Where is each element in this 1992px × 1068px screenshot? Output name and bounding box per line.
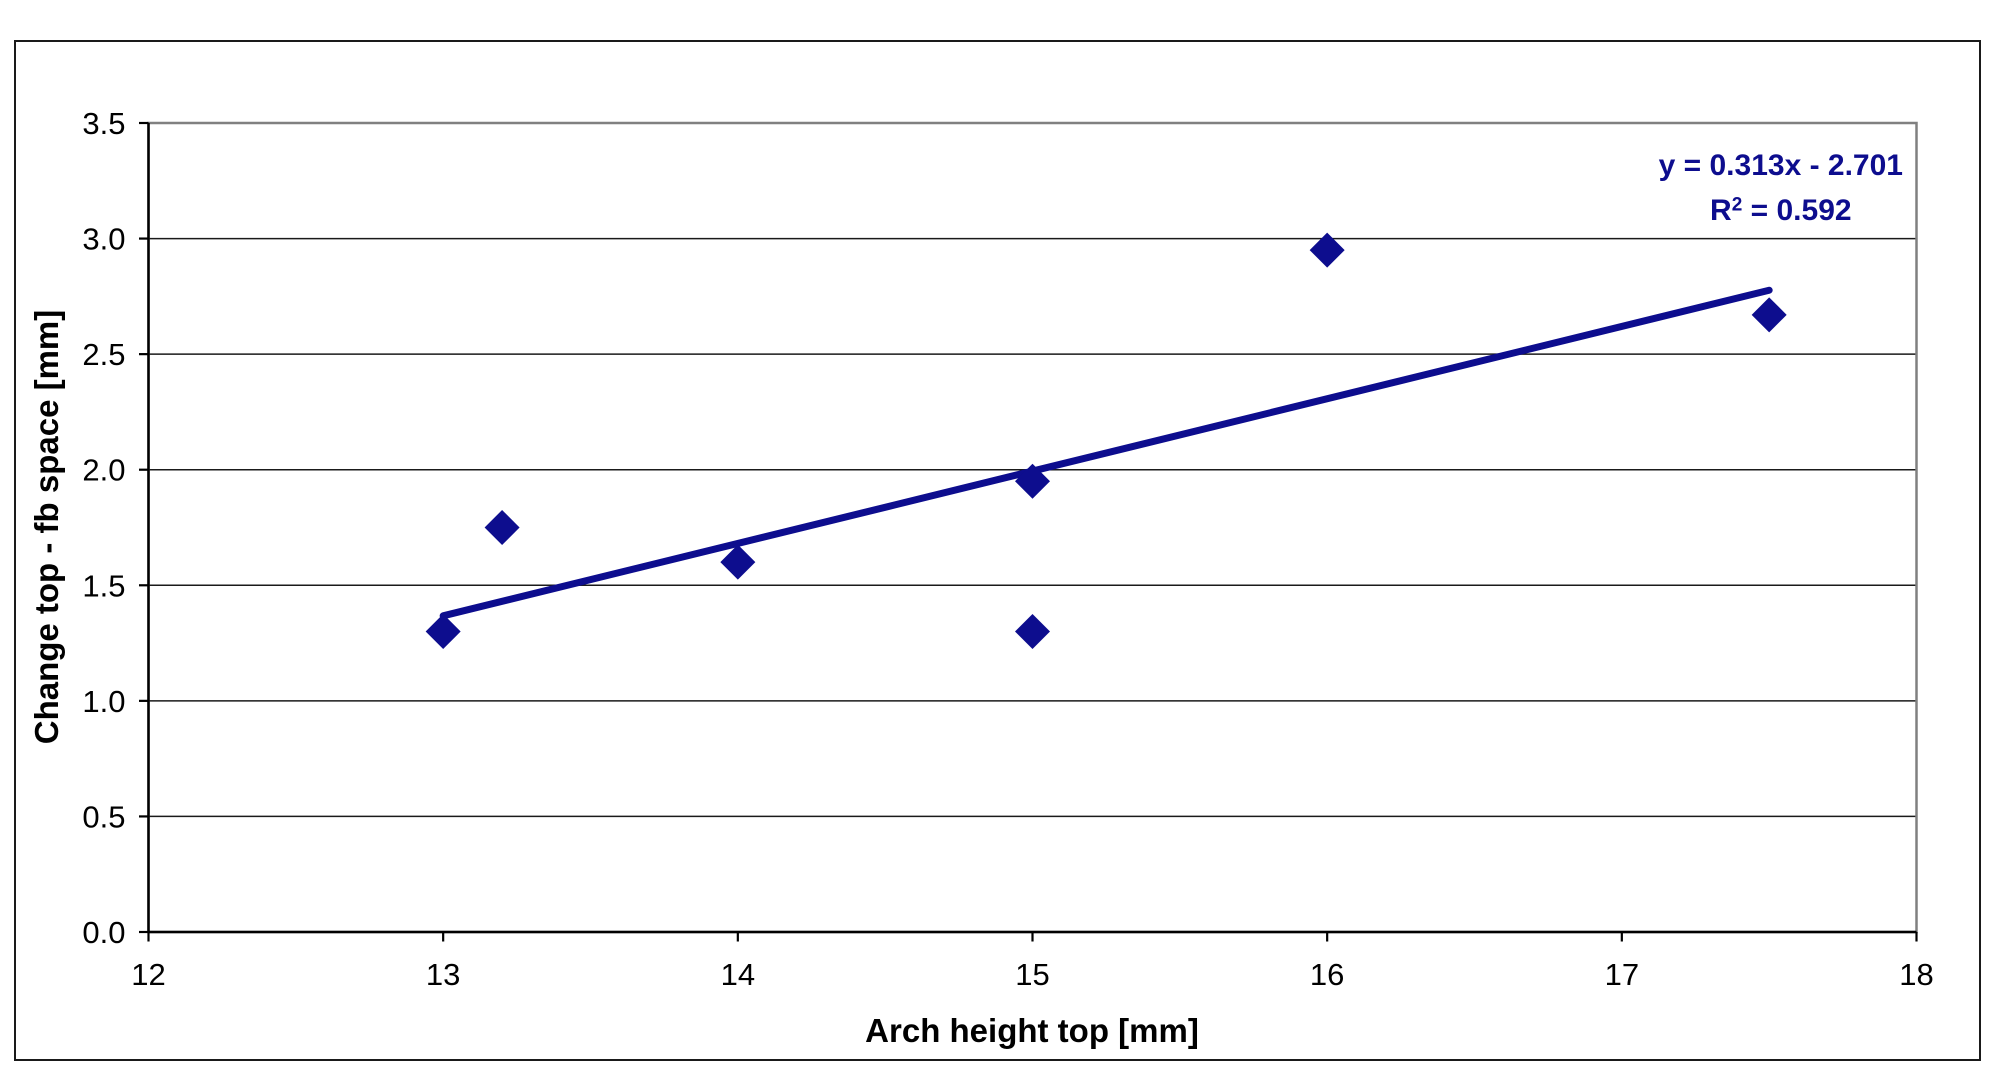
y-tick-label-0.5: 0.5	[82, 799, 125, 834]
data-point-6	[1751, 297, 1787, 333]
y-tick-label-3.5: 3.5	[82, 106, 125, 141]
data-point-1	[484, 510, 520, 545]
data-point-4	[1015, 614, 1050, 650]
y-tick-label-0.0: 0.0	[82, 915, 125, 950]
y-tick-label-2.5: 2.5	[82, 337, 125, 372]
r-squared-exponent: 2	[1731, 194, 1743, 216]
x-tick-label-17: 17	[1605, 957, 1639, 992]
trendline	[439, 286, 1773, 620]
data-point-3	[1015, 463, 1050, 499]
x-tick-label-18: 18	[1899, 957, 1933, 992]
data-point-5	[1309, 232, 1345, 268]
x-tick-label-15: 15	[1015, 957, 1049, 992]
y-axis-title: Change top - fb space [mm]	[28, 309, 65, 745]
r-squared-base: R	[1710, 194, 1732, 227]
y-tick-label-3.0: 3.0	[82, 222, 125, 257]
data-point-2	[720, 544, 756, 580]
x-axis-title: Arch height top [mm]	[865, 1012, 1199, 1049]
trendline-label: y = 0.313x - 2.701 R2 = 0.592	[1659, 143, 1903, 233]
y-tick-label-1.5: 1.5	[82, 568, 125, 603]
x-tick-label-16: 16	[1310, 957, 1344, 992]
chart-area-border	[14, 40, 1981, 1061]
x-tick-label-13: 13	[426, 957, 460, 992]
y-tick-label-2.0: 2.0	[82, 453, 125, 488]
data-point-0	[425, 614, 461, 650]
r-squared-rest: = 0.592	[1742, 194, 1852, 227]
x-tick-label-12: 12	[131, 957, 165, 992]
y-tick-label-1.0: 1.0	[82, 684, 125, 719]
trendline-equation: y = 0.313x - 2.701	[1658, 149, 1903, 182]
x-tick-label-14: 14	[721, 957, 755, 992]
r-squared-value: R2 = 0.592	[1659, 188, 1903, 233]
